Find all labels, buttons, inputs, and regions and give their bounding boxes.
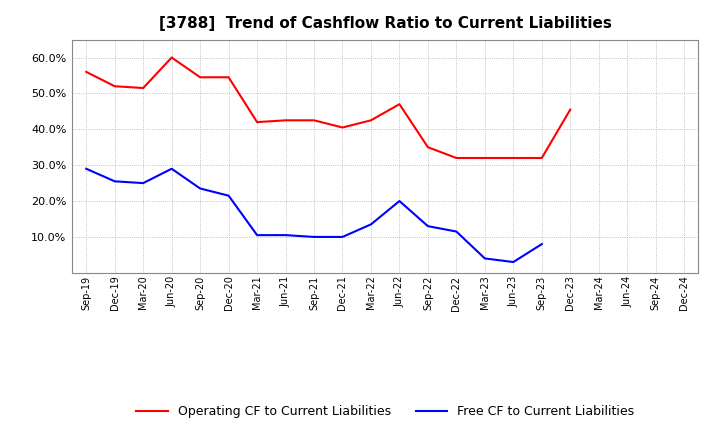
Free CF to Current Liabilities: [310, 234, 318, 239]
Operating CF to Current Liabilities: [196, 75, 204, 80]
Operating CF to Current Liabilities: [139, 85, 148, 91]
Free CF to Current Liabilities: [253, 232, 261, 238]
Free CF to Current Liabilities: [338, 234, 347, 239]
Operating CF to Current Liabilities: [167, 55, 176, 60]
Free CF to Current Liabilities: [395, 198, 404, 204]
Operating CF to Current Liabilities: [310, 117, 318, 123]
Free CF to Current Liabilities: [423, 224, 432, 229]
Free CF to Current Liabilities: [282, 232, 290, 238]
Operating CF to Current Liabilities: [452, 155, 461, 161]
Operating CF to Current Liabilities: [480, 155, 489, 161]
Line: Operating CF to Current Liabilities: Operating CF to Current Liabilities: [86, 58, 570, 158]
Free CF to Current Liabilities: [167, 166, 176, 172]
Operating CF to Current Liabilities: [566, 107, 575, 112]
Title: [3788]  Trend of Cashflow Ratio to Current Liabilities: [3788] Trend of Cashflow Ratio to Curren…: [159, 16, 611, 32]
Free CF to Current Liabilities: [110, 179, 119, 184]
Operating CF to Current Liabilities: [537, 155, 546, 161]
Operating CF to Current Liabilities: [82, 69, 91, 74]
Free CF to Current Liabilities: [225, 193, 233, 198]
Operating CF to Current Liabilities: [366, 117, 375, 123]
Free CF to Current Liabilities: [82, 166, 91, 172]
Operating CF to Current Liabilities: [338, 125, 347, 130]
Line: Free CF to Current Liabilities: Free CF to Current Liabilities: [86, 169, 541, 262]
Legend: Operating CF to Current Liabilities, Free CF to Current Liabilities: Operating CF to Current Liabilities, Fre…: [131, 400, 639, 423]
Free CF to Current Liabilities: [196, 186, 204, 191]
Free CF to Current Liabilities: [452, 229, 461, 234]
Free CF to Current Liabilities: [139, 180, 148, 186]
Operating CF to Current Liabilities: [509, 155, 518, 161]
Operating CF to Current Liabilities: [110, 84, 119, 89]
Free CF to Current Liabilities: [509, 260, 518, 265]
Operating CF to Current Liabilities: [225, 75, 233, 80]
Operating CF to Current Liabilities: [282, 117, 290, 123]
Free CF to Current Liabilities: [480, 256, 489, 261]
Operating CF to Current Liabilities: [395, 102, 404, 107]
Operating CF to Current Liabilities: [423, 145, 432, 150]
Free CF to Current Liabilities: [537, 242, 546, 247]
Operating CF to Current Liabilities: [253, 120, 261, 125]
Free CF to Current Liabilities: [366, 222, 375, 227]
